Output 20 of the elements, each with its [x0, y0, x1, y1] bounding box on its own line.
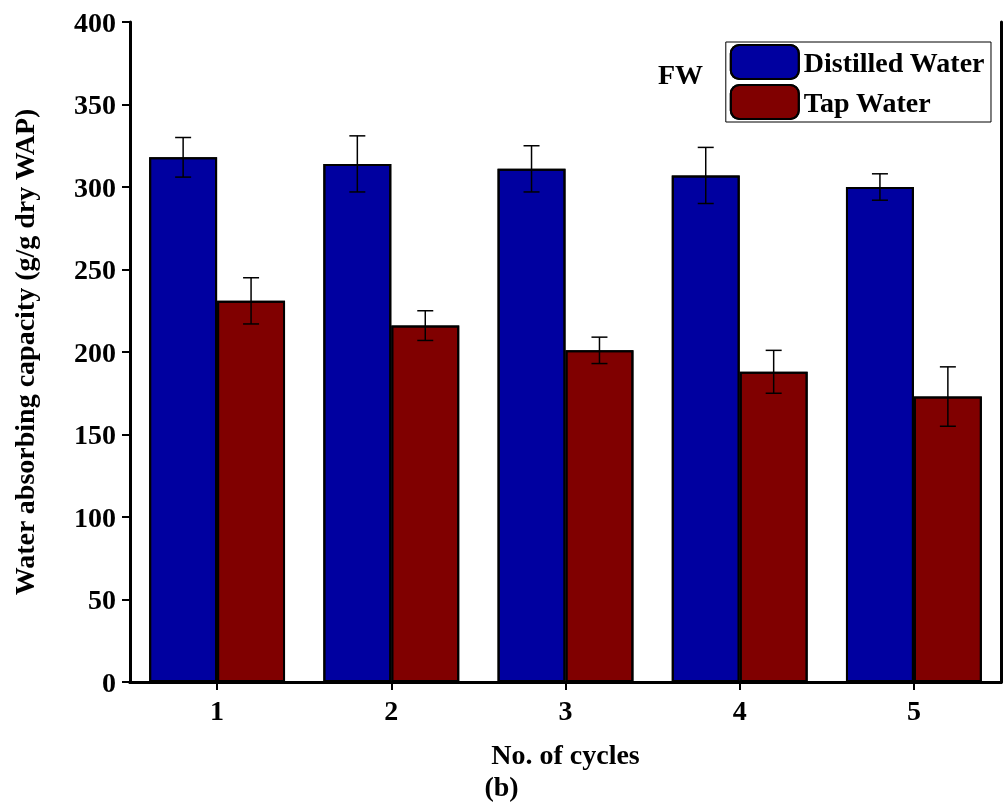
y-tick-label: 50 — [88, 584, 116, 615]
x-tick-label: 3 — [558, 694, 573, 726]
x-tick-label: 2 — [384, 694, 399, 726]
y-tick-label: 250 — [74, 254, 116, 285]
x-tick-label: 4 — [732, 694, 747, 726]
x-tick-label: 1 — [210, 694, 225, 726]
legend-label: Distilled Water — [803, 46, 985, 78]
legend-label: Tap Water — [803, 86, 931, 118]
y-tick-label: 0 — [102, 666, 116, 698]
x-tick-label: 5 — [906, 694, 921, 726]
annotation: FW — [657, 58, 704, 90]
x-axis-title: No. of cycles — [491, 738, 640, 770]
text: (b) — [484, 770, 519, 802]
y-tick-label: 300 — [74, 171, 116, 203]
y-tick-label: 150 — [74, 419, 116, 450]
y-axis-title: Water absorbing capacity (g/g dry WAP) — [8, 108, 40, 596]
y-tick-label: 350 — [74, 89, 116, 120]
y-tick-label: 200 — [74, 336, 116, 368]
y-tick-label: 400 — [74, 6, 116, 38]
y-tick-label: 100 — [74, 501, 116, 533]
